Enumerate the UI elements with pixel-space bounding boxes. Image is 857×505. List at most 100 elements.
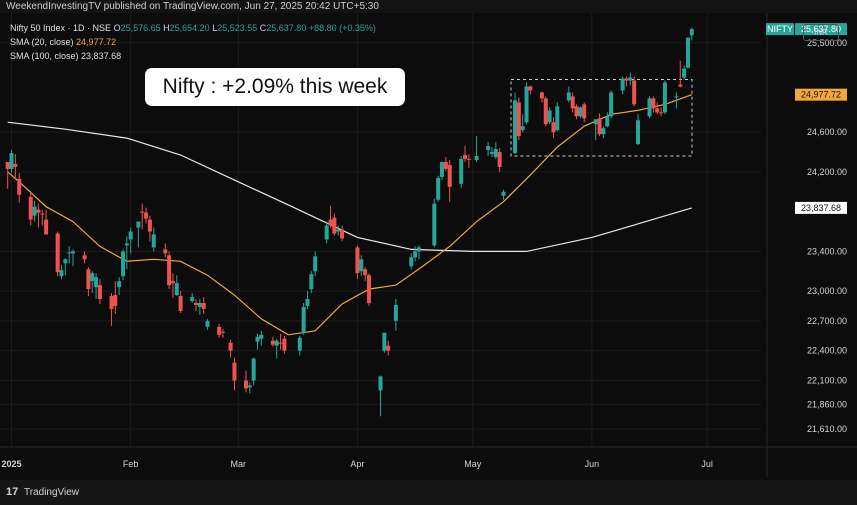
candle-body bbox=[71, 251, 76, 254]
candle bbox=[190, 293, 195, 303]
candle bbox=[305, 291, 310, 309]
candle-body bbox=[94, 277, 99, 288]
price-badge-value: 23,837.68 bbox=[801, 203, 841, 213]
legend-sma100-row: SMA (100, close) 23,837.68 bbox=[10, 49, 376, 63]
candle-body bbox=[436, 177, 441, 200]
candle-body bbox=[82, 255, 87, 260]
candle-body bbox=[120, 251, 125, 277]
candle bbox=[336, 225, 341, 236]
candle bbox=[366, 273, 371, 306]
candle bbox=[636, 114, 641, 146]
candle-body bbox=[251, 358, 256, 381]
candle-body bbox=[597, 118, 602, 135]
candle-body bbox=[259, 334, 264, 339]
candle-body bbox=[543, 98, 548, 125]
legend-sma100-label: SMA (100, close) bbox=[10, 51, 79, 61]
y-tick-label: 24,600.00 bbox=[807, 127, 847, 137]
candle bbox=[259, 330, 264, 346]
candle-body bbox=[243, 380, 248, 389]
sma20-line bbox=[7, 94, 693, 336]
legend-high: 25,654.20 bbox=[169, 23, 210, 33]
y-tick-label: 22,100.00 bbox=[807, 375, 847, 385]
candle bbox=[170, 273, 175, 299]
candle bbox=[539, 91, 544, 103]
candle bbox=[443, 157, 448, 171]
chart-legend: Nifty 50 Index · 1D · NSE O25,576.65 H25… bbox=[10, 21, 376, 63]
candle-body bbox=[632, 80, 637, 105]
candle bbox=[67, 246, 72, 264]
y-tick-label: 23,000.00 bbox=[807, 286, 847, 296]
candle-body bbox=[86, 269, 91, 290]
candle bbox=[71, 249, 76, 267]
candle bbox=[282, 335, 287, 354]
candle-body bbox=[117, 281, 122, 288]
price-badges: NIFTY 25,637.80 24,977.72 23,837.68 bbox=[766, 23, 847, 214]
candle bbox=[628, 72, 633, 86]
candle bbox=[255, 333, 260, 350]
candle bbox=[28, 191, 33, 226]
candle bbox=[566, 86, 571, 103]
candle bbox=[674, 92, 679, 109]
candle bbox=[40, 209, 45, 226]
candle-body bbox=[36, 209, 41, 213]
legend-symbol: Nifty 50 Index · 1D · NSE bbox=[10, 23, 112, 33]
candle-body bbox=[655, 108, 660, 113]
y-tick-label: 23,400.00 bbox=[807, 246, 847, 256]
candle bbox=[647, 96, 652, 119]
legend-low: 25,523.55 bbox=[217, 23, 258, 33]
legend-close-key: C bbox=[259, 23, 267, 33]
candle bbox=[324, 221, 329, 244]
x-tick-label: Jul bbox=[701, 459, 713, 469]
candle-body bbox=[678, 84, 683, 87]
candle bbox=[662, 80, 667, 115]
candle-body bbox=[463, 155, 468, 159]
candle-body bbox=[217, 326, 222, 335]
candle-body bbox=[28, 196, 33, 220]
x-tick-label: Jun bbox=[585, 459, 600, 469]
x-tick-label: 2025 bbox=[2, 459, 22, 469]
candle-body bbox=[309, 274, 314, 290]
time-axis: 2025 Feb Mar Apr May Jun Jul bbox=[2, 459, 713, 469]
candle bbox=[413, 246, 418, 262]
candle bbox=[301, 302, 306, 335]
candle-body bbox=[520, 126, 525, 131]
candle bbox=[678, 60, 683, 88]
candle bbox=[228, 339, 233, 358]
price-chart[interactable]: 25,500.00 24,600.00 24,200.00 23,400.00 23,0… bbox=[0, 13, 857, 480]
price-badge bbox=[795, 23, 847, 36]
candle-body bbox=[151, 234, 156, 248]
price-badge-value: 25,637.80 bbox=[801, 24, 841, 34]
candle bbox=[393, 299, 398, 331]
candle-body bbox=[201, 302, 206, 309]
candle bbox=[513, 92, 518, 155]
candle bbox=[163, 243, 168, 258]
candle bbox=[82, 251, 87, 264]
candle bbox=[409, 253, 414, 270]
candle bbox=[44, 209, 49, 235]
candle-body bbox=[413, 251, 418, 258]
candle bbox=[359, 255, 364, 277]
candle-body bbox=[205, 320, 210, 327]
candle bbox=[578, 106, 583, 119]
candle bbox=[516, 97, 521, 141]
tradingview-brand[interactable]: TradingView bbox=[24, 487, 80, 498]
candle bbox=[332, 213, 337, 236]
candle-body bbox=[689, 29, 694, 36]
currency-button[interactable]: INR bbox=[803, 24, 839, 41]
candle-body bbox=[524, 86, 529, 123]
candle bbox=[620, 76, 625, 95]
candle bbox=[551, 117, 556, 139]
candle-body bbox=[497, 152, 502, 167]
candle-body bbox=[486, 146, 491, 151]
candle bbox=[609, 90, 614, 119]
candle-body bbox=[174, 283, 179, 296]
candle bbox=[520, 114, 525, 133]
candle bbox=[570, 92, 575, 113]
candle-body bbox=[609, 92, 614, 117]
tradingview-logo[interactable]: 17 bbox=[6, 486, 19, 498]
candle bbox=[59, 265, 64, 280]
candle bbox=[13, 154, 18, 180]
candle bbox=[205, 318, 210, 330]
price-label: 23,837.68 bbox=[795, 201, 847, 214]
candle bbox=[144, 207, 149, 224]
